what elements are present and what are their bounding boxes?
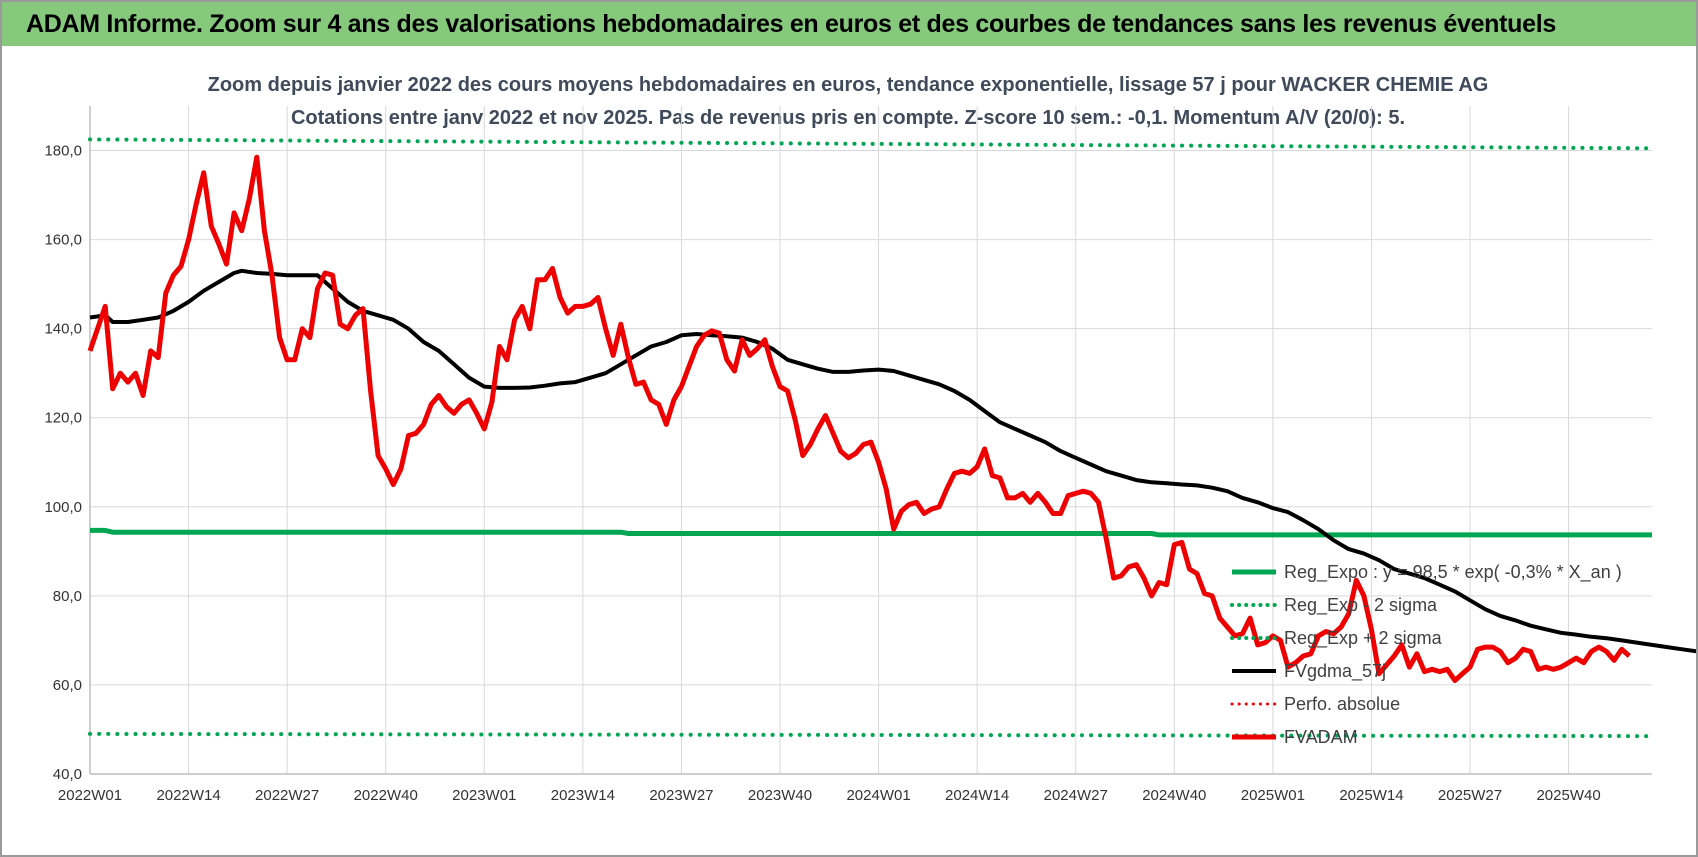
series-lines (87, 137, 1696, 739)
x-tick-label: 2024W01 (846, 787, 910, 804)
series-line-reg-exp-2-sigma (88, 731, 1654, 739)
y-tick-label: 160,0 (44, 232, 82, 249)
y-tick-label: 120,0 (44, 410, 82, 427)
y-tick-label: 40,0 (53, 766, 82, 783)
y-tick-label: 180,0 (44, 143, 82, 160)
legend-label: Reg_Exp - 2 sigma (1284, 595, 1438, 616)
series-line-reg-exp-2-sigma (88, 137, 1654, 151)
x-tick-label: 2023W01 (452, 787, 516, 804)
x-tick-label: 2024W40 (1142, 787, 1206, 804)
legend-label: Reg_Expo : y = 98,5 * exp( -0,3% * X_an … (1284, 562, 1622, 583)
x-tick-label: 2025W14 (1339, 787, 1403, 804)
x-tick-label: 2022W14 (156, 787, 220, 804)
x-tick-label: 2024W27 (1044, 787, 1108, 804)
legend-label: Perfo. absolue (1284, 694, 1400, 714)
x-tick-label: 2025W27 (1438, 787, 1502, 804)
legend-label: FVgdma_57j (1284, 661, 1386, 682)
line-chart: Zoom depuis janvier 2022 des cours moyen… (44, 74, 1696, 804)
chart-title: Zoom depuis janvier 2022 des cours moyen… (208, 74, 1489, 96)
legend-label: FVADAM (1284, 727, 1358, 747)
y-tick-label: 80,0 (53, 588, 82, 605)
series-line-fvadam (87, 154, 1631, 683)
legend: Reg_Expo : y = 98,5 * exp( -0,3% * X_an … (1230, 562, 1622, 747)
legend-label: Reg_Exp + 2 sigma (1284, 628, 1443, 649)
y-tick-label: 100,0 (44, 499, 82, 516)
series-line-fvgdma-57j (89, 268, 1696, 654)
report-banner-title: ADAM Informe. Zoom sur 4 ans des valoris… (26, 9, 1556, 38)
x-tick-label: 2023W14 (551, 787, 615, 804)
chart-subtitle: Cotations entre janv 2022 et nov 2025. P… (291, 107, 1405, 129)
report-banner: ADAM Informe. Zoom sur 4 ans des valoris… (2, 2, 1696, 46)
x-tick-label: 2022W27 (255, 787, 319, 804)
x-tick-label: 2022W01 (58, 787, 122, 804)
x-tick-label: 2022W40 (354, 787, 418, 804)
y-tick-label: 140,0 (44, 321, 82, 338)
x-tick-label: 2023W27 (649, 787, 713, 804)
x-tick-label: 2024W14 (945, 787, 1009, 804)
series-line-reg-expo (90, 527, 1652, 538)
x-tick-label: 2025W40 (1536, 787, 1600, 804)
x-tick-label: 2023W40 (748, 787, 812, 804)
axes: 40,0 60,0 80,0 100,0 120,0 140,0 160,0 180,0 202… (44, 106, 1652, 804)
y-tick-label: 60,0 (53, 677, 82, 694)
x-tick-label: 2025W01 (1241, 787, 1305, 804)
